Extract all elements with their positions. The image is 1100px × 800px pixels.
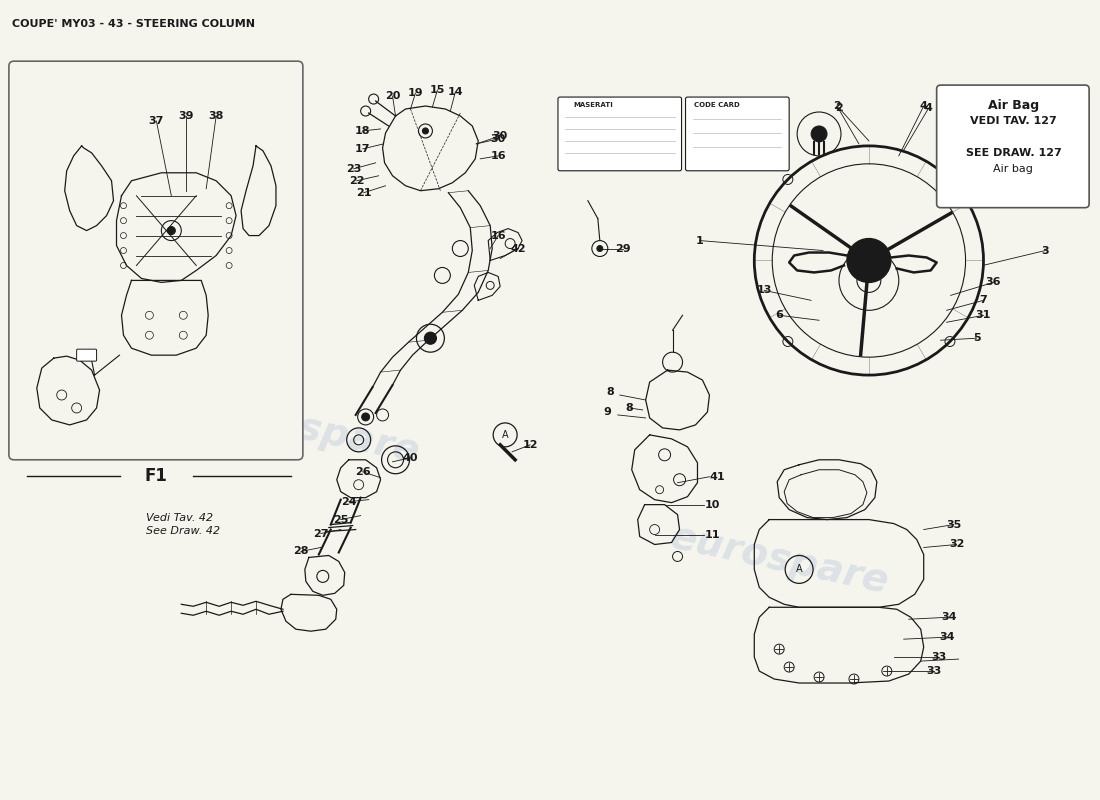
- FancyBboxPatch shape: [77, 349, 97, 361]
- Text: SEE DRAW. 127: SEE DRAW. 127: [966, 148, 1062, 158]
- Text: 3: 3: [1042, 246, 1049, 255]
- Text: 2: 2: [833, 101, 840, 111]
- Text: 7: 7: [980, 295, 988, 306]
- Text: 25: 25: [333, 514, 349, 525]
- Text: 16: 16: [491, 230, 506, 241]
- Text: 22: 22: [349, 176, 364, 186]
- Text: 6: 6: [776, 310, 783, 320]
- Text: A: A: [795, 565, 802, 574]
- Text: A: A: [502, 430, 508, 440]
- Text: 31: 31: [976, 310, 991, 320]
- Text: 12: 12: [522, 440, 538, 450]
- Text: 4: 4: [920, 101, 927, 111]
- Text: 34: 34: [940, 612, 956, 622]
- Text: 8: 8: [606, 387, 614, 397]
- Circle shape: [362, 413, 370, 421]
- Text: 17: 17: [355, 144, 371, 154]
- Text: 30: 30: [493, 131, 508, 141]
- Text: 39: 39: [178, 111, 194, 121]
- Text: 14: 14: [448, 87, 463, 97]
- Text: 1: 1: [695, 235, 703, 246]
- Circle shape: [167, 226, 175, 234]
- Text: 23: 23: [346, 164, 362, 174]
- Text: 42: 42: [510, 243, 526, 254]
- FancyBboxPatch shape: [558, 97, 682, 170]
- Text: VEDI TAV. 127: VEDI TAV. 127: [970, 116, 1057, 126]
- Circle shape: [847, 238, 891, 282]
- Text: 29: 29: [615, 243, 630, 254]
- Circle shape: [597, 246, 603, 251]
- Text: 32: 32: [949, 539, 965, 550]
- Text: Air Bag: Air Bag: [988, 98, 1038, 111]
- FancyBboxPatch shape: [937, 85, 1089, 208]
- Circle shape: [811, 126, 827, 142]
- Text: 5: 5: [972, 334, 980, 343]
- Text: 4: 4: [925, 103, 933, 113]
- Text: MASERATI: MASERATI: [573, 102, 613, 108]
- Text: eurospare: eurospare: [198, 388, 424, 472]
- Text: 41: 41: [710, 472, 725, 482]
- Text: 30: 30: [491, 134, 506, 144]
- Text: F1: F1: [145, 466, 168, 485]
- Text: 36: 36: [986, 278, 1001, 287]
- Text: 40: 40: [403, 453, 418, 462]
- Text: 35: 35: [946, 519, 961, 530]
- Circle shape: [425, 332, 437, 344]
- Text: 28: 28: [293, 546, 309, 557]
- Text: Air bag: Air bag: [993, 164, 1033, 174]
- Text: 9: 9: [604, 407, 612, 417]
- Text: 16: 16: [491, 151, 506, 161]
- Text: eurospare: eurospare: [667, 518, 892, 601]
- FancyBboxPatch shape: [9, 61, 302, 460]
- Text: 8: 8: [626, 403, 634, 413]
- Text: 24: 24: [341, 497, 356, 506]
- Text: 34: 34: [939, 632, 955, 642]
- Text: 26: 26: [355, 466, 371, 477]
- Text: 18: 18: [355, 126, 371, 136]
- Text: 15: 15: [430, 85, 446, 95]
- Circle shape: [422, 128, 428, 134]
- Text: COUPE' MY03 - 43 - STEERING COLUMN: COUPE' MY03 - 43 - STEERING COLUMN: [12, 19, 255, 30]
- Text: 11: 11: [705, 530, 720, 539]
- Text: 20: 20: [385, 91, 400, 101]
- Text: 38: 38: [209, 111, 224, 121]
- Text: 2: 2: [835, 103, 843, 113]
- Text: 33: 33: [931, 652, 946, 662]
- Text: 19: 19: [408, 88, 424, 98]
- Text: 33: 33: [926, 666, 942, 676]
- Text: 27: 27: [314, 529, 329, 538]
- Text: See Draw. 42: See Draw. 42: [146, 526, 220, 535]
- Text: 37: 37: [148, 116, 164, 126]
- Text: 13: 13: [757, 286, 772, 295]
- FancyBboxPatch shape: [685, 97, 789, 170]
- Text: CODE CARD: CODE CARD: [694, 102, 740, 108]
- Text: 21: 21: [356, 188, 372, 198]
- Text: 10: 10: [705, 500, 720, 510]
- Text: Vedi Tav. 42: Vedi Tav. 42: [146, 513, 213, 522]
